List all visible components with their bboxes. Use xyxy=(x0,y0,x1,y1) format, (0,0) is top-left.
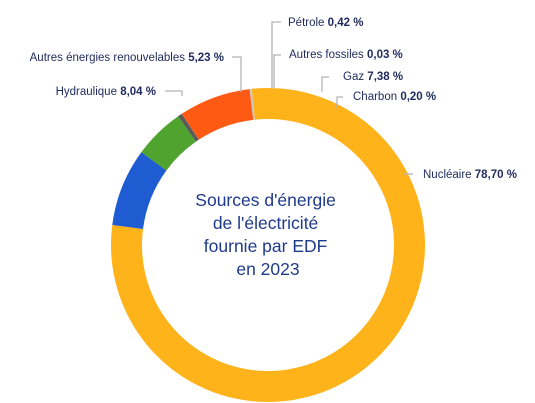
label-name: Charbon xyxy=(353,91,400,103)
label-name: Gaz xyxy=(343,71,367,83)
label-value: 0,42 % xyxy=(328,17,364,29)
slice-gaz xyxy=(181,89,254,140)
leader-lines xyxy=(165,21,413,175)
label-charbon: Charbon 0,20 % xyxy=(353,91,436,103)
label-petrole: Pétrole 0,42 % xyxy=(288,17,363,29)
chart-title: Sources d'énergie de l'électricité fourn… xyxy=(195,190,340,279)
donut-slices xyxy=(110,88,426,402)
slice-autres-energies-renouvelables xyxy=(141,116,196,171)
label-autres-fossiles: Autres fossiles 0,03 % xyxy=(289,49,403,61)
chart-title-line-3: fournie par EDF xyxy=(204,236,328,256)
leader-autres-energies-renouvelables xyxy=(232,56,242,92)
chart-title-line-2: de l'électricité xyxy=(213,213,318,233)
label-name: Hydraulique xyxy=(56,86,121,98)
label-gaz: Gaz 7,38 % xyxy=(343,71,403,83)
label-name: Autres fossiles xyxy=(289,49,367,61)
label-autres-energies-renouvelables: Autres énergies renouvelables 5,23 % xyxy=(30,52,224,64)
label-name: Pétrole xyxy=(288,17,328,29)
label-value: 7,38 % xyxy=(367,71,403,83)
leader-charbon xyxy=(336,96,343,108)
leader-petrole xyxy=(271,21,281,88)
slice-petrole xyxy=(178,113,199,142)
label-value: 5,23 % xyxy=(188,52,224,64)
chart-title-line-1: Sources d'énergie xyxy=(195,190,336,210)
label-nucleaire: Nucléaire 78,70 % xyxy=(423,169,517,181)
leader-hydraulique xyxy=(165,90,183,96)
leader-gaz xyxy=(321,76,329,92)
label-value: 0,20 % xyxy=(400,91,436,103)
slice-hydraulique xyxy=(112,152,167,229)
label-name: Nucléaire xyxy=(423,169,475,181)
chart-title-line-4: en 2023 xyxy=(236,259,299,279)
label-value: 0,03 % xyxy=(367,49,403,61)
slice-autres-fossiles xyxy=(181,113,199,140)
leader-autres-fossiles xyxy=(273,54,281,88)
slice-charbon xyxy=(249,88,255,120)
label-name: Autres énergies renouvelables xyxy=(30,52,189,64)
label-value: 78,70 % xyxy=(475,169,517,181)
label-value: 8,04 % xyxy=(120,86,156,98)
label-hydraulique: Hydraulique 8,04 % xyxy=(56,86,156,98)
slice-labels: Nucléaire 78,70 % Hydraulique 8,04 % Autre… xyxy=(30,17,517,181)
